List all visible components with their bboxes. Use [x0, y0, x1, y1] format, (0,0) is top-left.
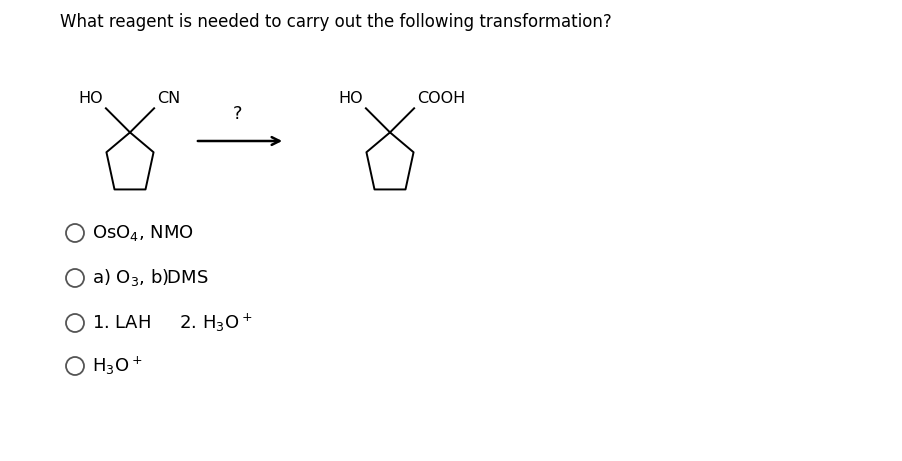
Text: CN: CN	[157, 91, 180, 106]
Text: OsO$_4$, NMO: OsO$_4$, NMO	[92, 223, 194, 243]
Text: 1. LAH     2. H$_3$O$^+$: 1. LAH 2. H$_3$O$^+$	[92, 312, 253, 334]
Text: HO: HO	[78, 91, 103, 106]
Text: COOH: COOH	[417, 91, 465, 106]
Text: ?: ?	[232, 105, 242, 123]
Text: H$_3$O$^+$: H$_3$O$^+$	[92, 355, 143, 377]
Text: a) O$_3$, b)DMS: a) O$_3$, b)DMS	[92, 267, 208, 289]
Text: What reagent is needed to carry out the following transformation?: What reagent is needed to carry out the …	[60, 13, 612, 31]
Text: HO: HO	[338, 91, 363, 106]
